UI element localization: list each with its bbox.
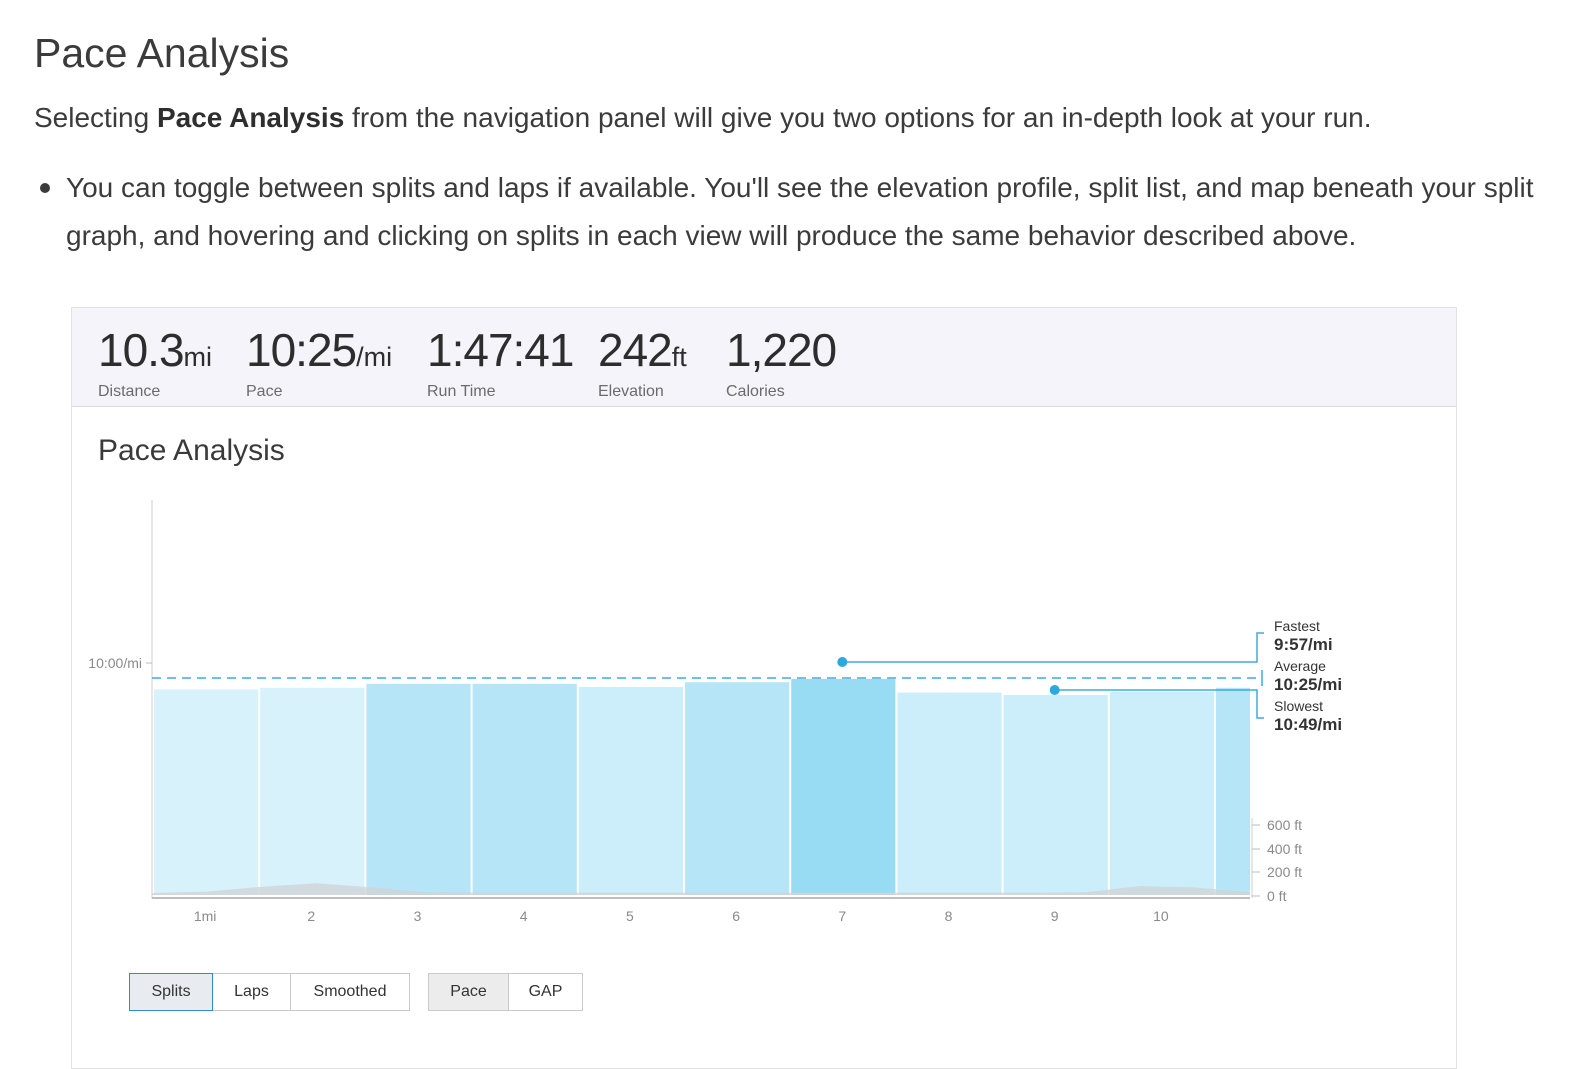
- stat-distance-label: Distance: [98, 383, 161, 400]
- page-title: Pace Analysis: [34, 30, 290, 76]
- x-tick-label: 4: [520, 908, 528, 924]
- x-tick-label: 6: [732, 908, 740, 924]
- laps-button[interactable]: Laps: [212, 973, 291, 1011]
- bullet-item: You can toggle between splits and laps i…: [66, 172, 1534, 251]
- slowest-value: 10:49/mi: [1274, 715, 1342, 734]
- fastest-marker: [837, 657, 848, 667]
- stat-pace: 10:25/mi Pace: [246, 322, 392, 401]
- elevation-tick-label: 400 ft: [1267, 841, 1302, 857]
- pace-button[interactable]: Pace: [428, 973, 509, 1011]
- split-bar: [897, 692, 1002, 895]
- split-bar: [1109, 691, 1214, 895]
- x-tick-label: 8: [945, 908, 953, 924]
- x-tick-label: 5: [626, 908, 634, 924]
- bullet-icon: [40, 183, 50, 193]
- split-bar: [154, 689, 259, 895]
- stat-run-time-value: 1:47:41: [427, 324, 574, 376]
- stat-distance-value: 10.3mi: [98, 324, 213, 376]
- stat-calories-label: Calories: [726, 383, 785, 400]
- split-bar: [1216, 687, 1250, 895]
- gap-button[interactable]: GAP: [508, 973, 583, 1011]
- chart-title: Pace Analysis: [98, 434, 285, 467]
- stat-elevation-value: 242ft: [598, 324, 687, 376]
- intro-bold-text: Pace Analysis: [156, 102, 345, 133]
- elevation-tick-label: 200 ft: [1267, 864, 1302, 880]
- stats-bar: 10.3mi Distance 10:25/mi Pace 1:47:41 Ru…: [72, 308, 1456, 407]
- x-tick-label: 2: [307, 908, 315, 924]
- stat-distance: 10.3mi Distance: [98, 322, 212, 401]
- stat-calories: 1,220 Calories: [726, 322, 837, 401]
- x-tick-label: 1mi: [194, 908, 217, 924]
- smoothed-button[interactable]: Smoothed: [290, 973, 410, 1011]
- average-value: 10:25/mi: [1274, 675, 1342, 694]
- slowest-leader-line: [1054, 689, 1264, 719]
- fastest-leader-line: [842, 632, 1264, 663]
- stat-elevation: 242ft Elevation: [598, 322, 687, 401]
- fastest-value: 9:57/mi: [1274, 635, 1333, 654]
- x-tick-label: 7: [838, 908, 846, 924]
- intro-paragraph: Selecting Pace Analysis from the navigat…: [34, 102, 1372, 134]
- split-bar: [1003, 695, 1108, 895]
- split-bar: [472, 683, 577, 895]
- y-tick-label: 10:00/mi: [88, 655, 142, 671]
- intro-text-end: from the navigation panel will give you …: [344, 102, 1372, 133]
- elevation-tick-label: 0 ft: [1267, 888, 1287, 904]
- x-tick-label: 9: [1051, 908, 1059, 924]
- intro-text-start: Selecting: [34, 102, 157, 133]
- splits-button[interactable]: Splits: [129, 973, 213, 1011]
- slowest-label: Slowest: [1274, 698, 1323, 714]
- split-bar: [260, 687, 365, 895]
- fastest-label: Fastest: [1274, 618, 1320, 634]
- split-mode-toggle: Splits Laps Smoothed: [129, 973, 410, 1011]
- split-bar: [578, 687, 683, 895]
- x-tick-label: 3: [414, 908, 422, 924]
- split-bar: [366, 683, 471, 895]
- stat-run-time: 1:47:41 Run Time: [427, 322, 574, 401]
- average-label: Average: [1274, 658, 1326, 674]
- slowest-marker: [1049, 685, 1060, 695]
- elevation-tick-label: 600 ft: [1267, 817, 1302, 833]
- x-tick-label: 10: [1153, 908, 1169, 924]
- stat-pace-label: Pace: [246, 383, 283, 400]
- metric-toggle: Pace GAP: [428, 973, 583, 1011]
- elevation-profile: [152, 883, 1250, 895]
- split-bar: [791, 679, 896, 895]
- split-bar: [685, 682, 790, 895]
- stat-calories-value: 1,220: [726, 324, 837, 376]
- stat-run-time-label: Run Time: [427, 383, 496, 400]
- stat-elevation-label: Elevation: [598, 383, 664, 400]
- stat-pace-value: 10:25/mi: [246, 324, 393, 376]
